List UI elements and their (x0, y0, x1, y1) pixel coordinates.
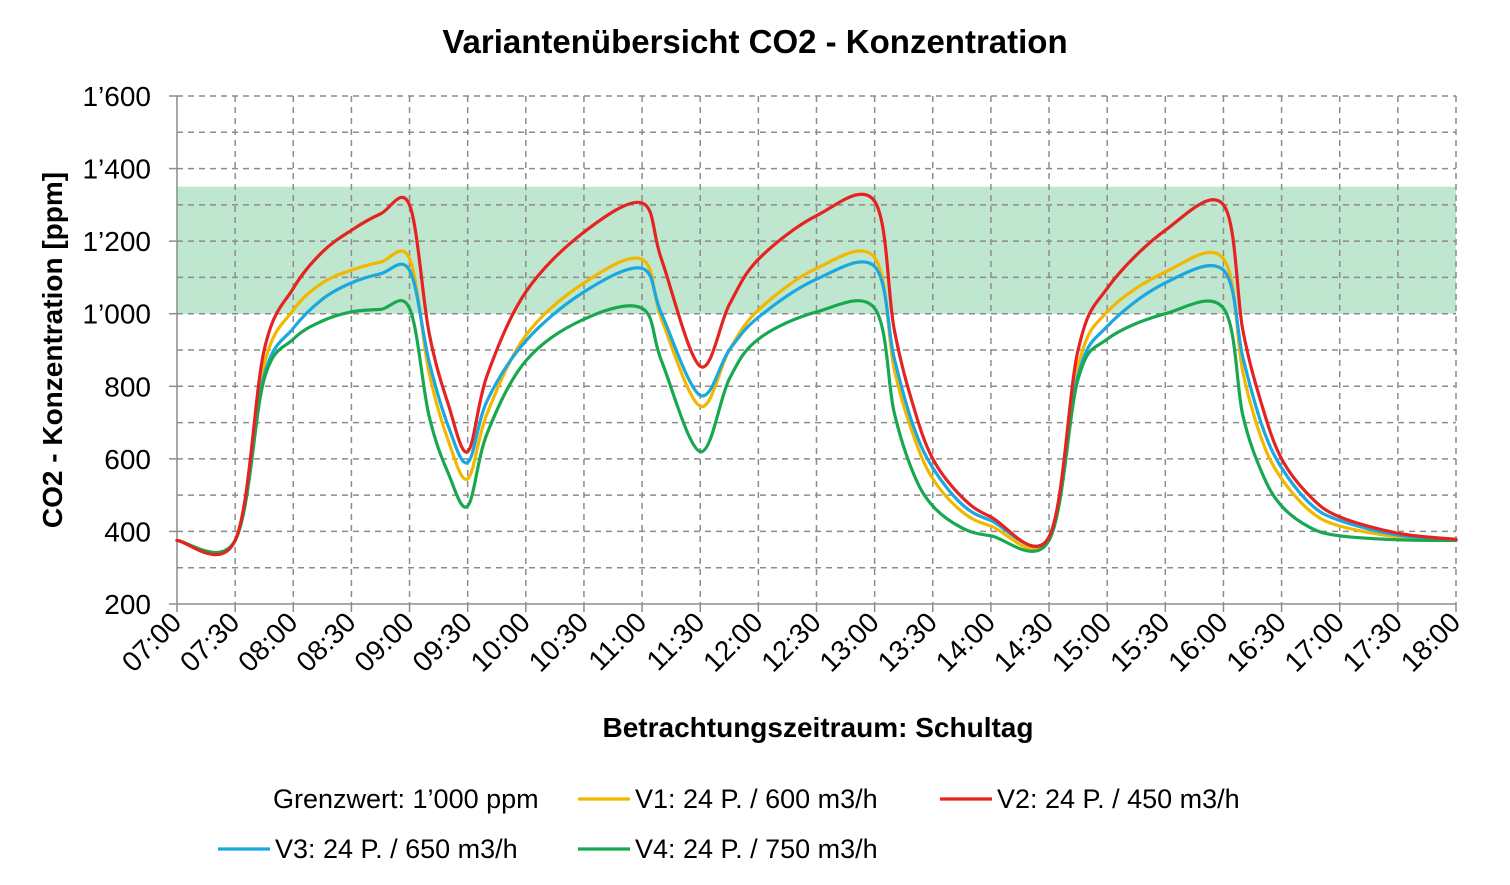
series-line-v2 (175, 192, 1458, 557)
x-tick-label: 07:30 (174, 606, 245, 677)
x-tick-label: 15:30 (1104, 606, 1175, 677)
x-tick-label: 08:00 (232, 606, 303, 677)
legend-label-grenzwert: Grenzwert: 1’000 ppm (273, 784, 539, 814)
legend-label: V3: 24 P. / 650 m3/h (275, 834, 518, 864)
y-tick-label: 1’600 (82, 81, 151, 112)
x-tick-label: 13:00 (813, 606, 884, 677)
x-tick-label: 10:00 (465, 606, 536, 677)
y-tick-label: 200 (104, 589, 151, 620)
x-axis-title: Betrachtungszeitraum: Schultag (603, 712, 1034, 743)
x-tick-label: 16:30 (1220, 606, 1291, 677)
y-tick-label: 1’400 (82, 154, 151, 185)
x-tick-label: 11:30 (640, 606, 710, 676)
x-tick-label: 18:00 (1395, 606, 1466, 677)
x-tick-label: 14:00 (930, 606, 1001, 677)
y-tick-label: 800 (104, 371, 151, 402)
y-tick-label: 600 (104, 444, 151, 475)
x-tick-label: 12:30 (755, 606, 826, 677)
series-layer (175, 192, 1458, 557)
x-tick-label: 15:00 (1046, 606, 1117, 677)
legend-label: V1: 24 P. / 600 m3/h (635, 784, 878, 814)
y-tick-label: 1’000 (82, 299, 151, 330)
x-tick-label: 17:30 (1337, 606, 1408, 677)
x-tick-label: 13:30 (872, 606, 943, 677)
axis-layer (169, 95, 1457, 612)
series-line-v3 (175, 260, 1458, 555)
x-tick-label: 08:30 (290, 606, 361, 677)
x-tick-labels: 07:0007:3008:0008:3009:0009:3010:0010:30… (116, 606, 1466, 677)
legend: Grenzwert: 1’000 ppm V1: 24 P. / 600 m3/h… (218, 784, 1240, 864)
x-tick-label: 10:30 (523, 606, 594, 677)
x-tick-label: 09:30 (406, 606, 477, 677)
y-tick-label: 1’200 (82, 226, 151, 257)
legend-label: V4: 24 P. / 750 m3/h (635, 834, 878, 864)
grid-layer (177, 95, 1457, 604)
x-tick-label: 14:30 (988, 606, 1059, 677)
x-tick-label: 12:00 (697, 606, 768, 677)
legend-label: V2: 24 P. / 450 m3/h (997, 784, 1240, 814)
y-axis-title: CO2 - Konzentration [ppm] (37, 172, 68, 528)
y-tick-label: 400 (104, 516, 151, 547)
y-tick-labels: 200 400 600 800 1’000 1’200 1’400 1’600 (82, 81, 151, 620)
x-tick-label: 17:00 (1278, 606, 1349, 677)
x-tick-label: 11:00 (582, 606, 652, 676)
chart-title: Variantenübersicht CO2 - Konzentration (442, 23, 1067, 60)
x-tick-label: 16:00 (1162, 606, 1233, 677)
x-tick-label: 09:00 (348, 606, 419, 677)
series-line-v4 (175, 299, 1458, 554)
